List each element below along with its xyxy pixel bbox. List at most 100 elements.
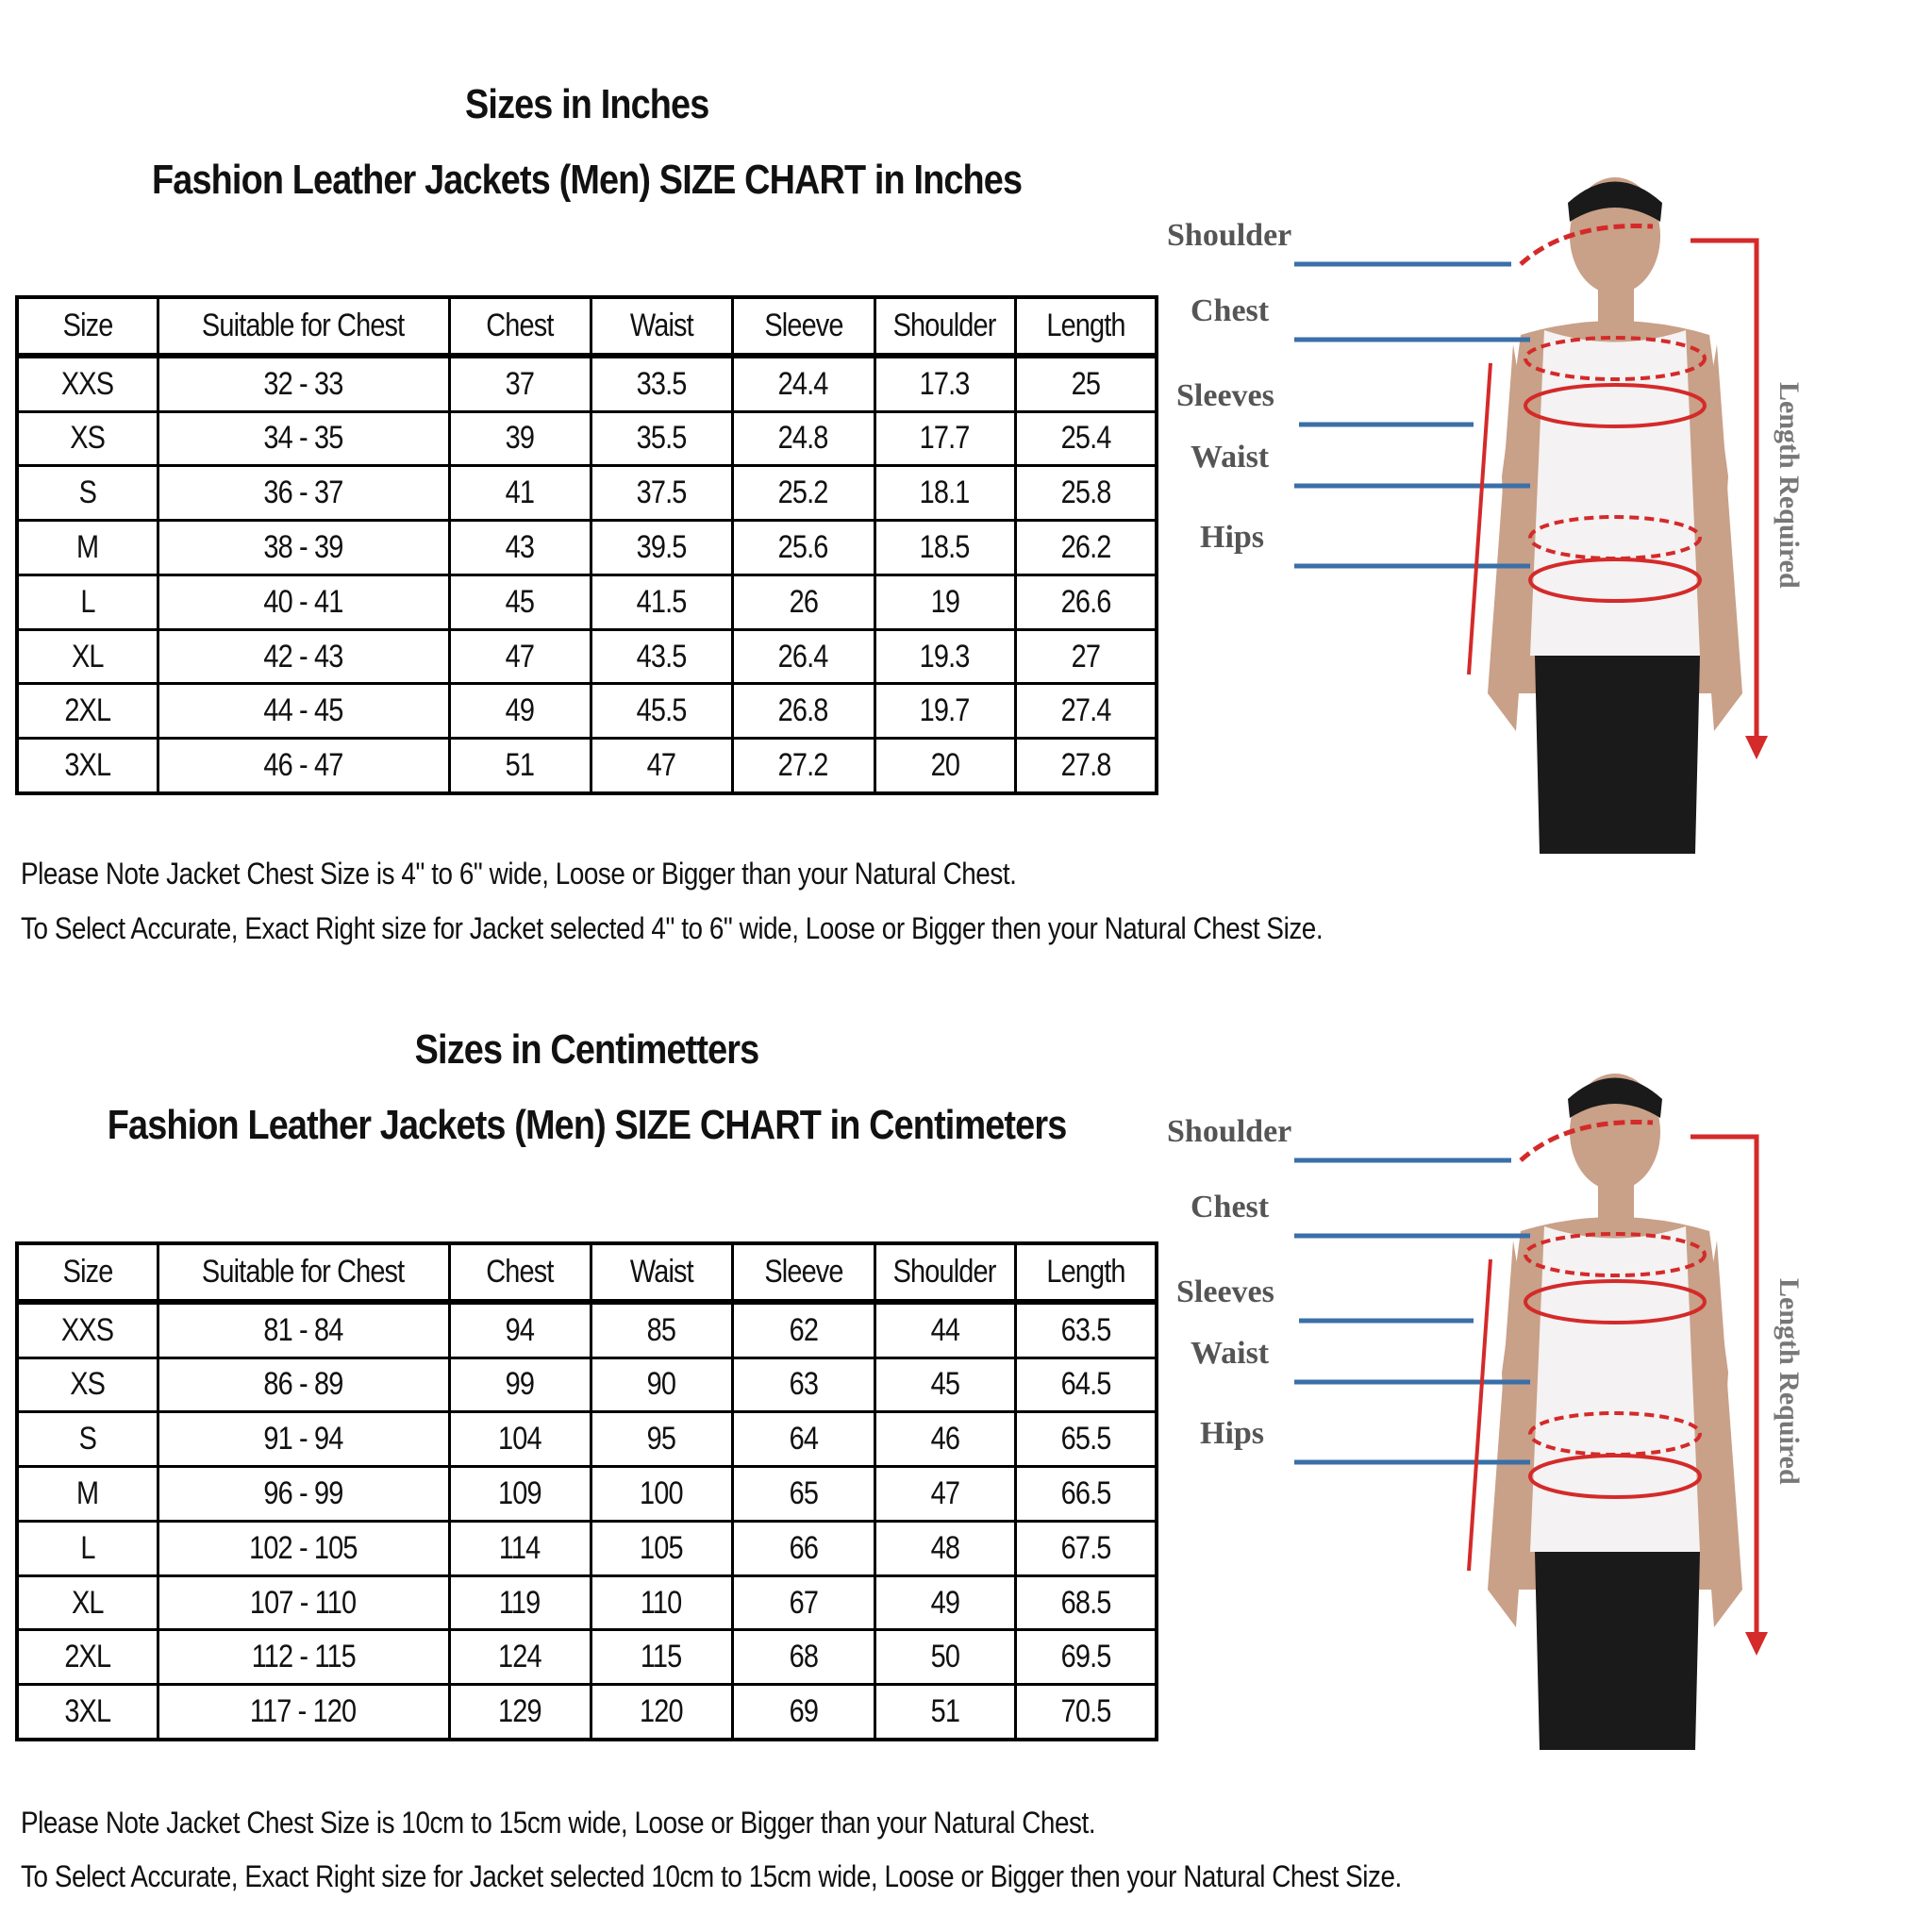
table-cell: 104 [447, 1410, 592, 1469]
sleeve-arrow [1467, 362, 1492, 675]
table-cell: 19.7 [873, 682, 1017, 741]
table-cell: 63.5 [1013, 1300, 1158, 1359]
length-arrow [1690, 238, 1759, 750]
table-cell: 25.6 [730, 519, 876, 576]
table-cell: 27.2 [730, 737, 876, 795]
table-cell: 117 - 120 [156, 1683, 451, 1741]
label-shoulder: Shoulder [1167, 1114, 1291, 1149]
label-hips: Hips [1200, 520, 1264, 555]
table-cell: 109 [447, 1465, 592, 1523]
table-cell: 49 [447, 682, 592, 741]
table-cell: S [15, 1410, 159, 1469]
column-header: Length [1013, 1241, 1158, 1305]
table-cell: 119 [447, 1574, 592, 1632]
label-waist: Waist [1191, 1336, 1270, 1371]
table-cell: 47 [589, 737, 734, 795]
column-header: Shoulder [873, 1241, 1017, 1305]
table-row: S 36 - 37 41 37.5 25.2 18.1 25.8 [15, 464, 1158, 523]
table-cell: 36 - 37 [156, 464, 451, 523]
table-cell: 49 [873, 1574, 1017, 1632]
label-waist: Waist [1191, 440, 1270, 475]
table-cell: 129 [447, 1683, 592, 1741]
table-cell: 25 [1013, 354, 1158, 413]
table-cell: 18.1 [873, 464, 1017, 523]
column-header: Sleeve [730, 295, 876, 358]
note-cm-2: To Select Accurate, Exact Right size for… [21, 1859, 1402, 1893]
table-row: XL 107 - 110 119 110 67 49 68.5 [15, 1574, 1158, 1632]
person-illustration [1488, 177, 1742, 854]
measure-loop [1524, 383, 1707, 428]
table-row: L 40 - 41 45 41.5 26 19 26.6 [15, 573, 1158, 631]
table-cell: 41.5 [589, 573, 734, 631]
table-cell: 45 [447, 573, 592, 631]
measure-loop [1528, 558, 1702, 603]
table-cell: S [15, 464, 159, 523]
table-row: XS 86 - 89 99 90 63 45 64.5 [15, 1356, 1158, 1414]
table-cell: 34 - 35 [156, 409, 451, 468]
table-cell: 20 [873, 737, 1017, 795]
table-cell: 3XL [15, 1683, 159, 1741]
table-cell: 46 [873, 1410, 1017, 1469]
table-cell: 64.5 [1013, 1356, 1158, 1414]
table-cell: 86 - 89 [156, 1356, 451, 1414]
table-cell: XXS [15, 1300, 159, 1359]
table-cell: 96 - 99 [156, 1465, 451, 1523]
table-cell: 90 [589, 1356, 734, 1414]
table-cell: 67 [730, 1574, 876, 1632]
table-row: 2XL 44 - 45 49 45.5 26.8 19.7 27.4 [15, 682, 1158, 741]
heading-centimeters: Sizes in Centimetters [415, 1026, 760, 1073]
table-cell: 40 - 41 [156, 573, 451, 631]
table-cell: 51 [447, 737, 592, 795]
table-cell: 24.8 [730, 409, 876, 468]
table-cell: 27.4 [1013, 682, 1158, 741]
table-cell: M [15, 1465, 159, 1523]
label-shoulder: Shoulder [1167, 218, 1291, 253]
table-cell: 25.8 [1013, 464, 1158, 523]
table-cell: 64 [730, 1410, 876, 1469]
measure-loop [1528, 1454, 1702, 1499]
measurement-figure-inches: Shoulder Chest Sleeves Waist Hips Length Requ… [1162, 165, 1841, 854]
table-cell: 48 [873, 1519, 1017, 1577]
table-cell: 2XL [15, 682, 159, 741]
person-illustration [1488, 1074, 1742, 1750]
label-sleeves: Sleeves [1176, 1274, 1274, 1309]
measurement-figure-svg: Shoulder Chest Sleeves Waist Hips Length Requ… [1167, 177, 1805, 854]
table-cell: 110 [589, 1574, 734, 1632]
table-cell: 26 [730, 573, 876, 631]
table-cell: 69.5 [1013, 1628, 1158, 1687]
shoulder-arrow [1519, 224, 1654, 266]
table-cell: 114 [447, 1519, 592, 1577]
column-header: Waist [589, 1241, 734, 1305]
table-cell: 43.5 [589, 627, 734, 686]
measure-loop [1524, 1232, 1707, 1277]
table-cell: 24.4 [730, 354, 876, 413]
table-cell: 66.5 [1013, 1465, 1158, 1523]
column-header: Length [1013, 295, 1158, 358]
length-required-label: Length Required [1774, 382, 1805, 589]
measurement-figure-centimeters: Shoulder Chest Sleeves Waist Hips Length Requ… [1162, 1047, 1841, 1764]
size-table-centimeters: Size Suitable for Chest Chest Waist Sleeve Sh… [15, 1241, 1158, 1741]
table-cell: XL [15, 627, 159, 686]
table-cell: L [15, 573, 159, 631]
column-header: Waist [589, 295, 734, 358]
table-cell: 63 [730, 1356, 876, 1414]
note-cm-1: Please Note Jacket Chest Size is 10cm to… [21, 1806, 1096, 1840]
label-hips: Hips [1200, 1416, 1264, 1451]
table-cell: 47 [873, 1465, 1017, 1523]
table-cell: 17.7 [873, 409, 1017, 468]
table-cell: 18.5 [873, 519, 1017, 576]
table-row: XL 42 - 43 47 43.5 26.4 19.3 27 [15, 627, 1158, 686]
arrow-head-icon [1745, 736, 1768, 759]
table-cell: 45.5 [589, 682, 734, 741]
table-cell: XXS [15, 354, 159, 413]
table-cell: 35.5 [589, 409, 734, 468]
table-cell: 94 [447, 1300, 592, 1359]
table-cell: 39.5 [589, 519, 734, 576]
table-cell: 2XL [15, 1628, 159, 1687]
table-cell: 38 - 39 [156, 519, 451, 576]
table-cell: 37 [447, 354, 592, 413]
length-required-label: Length Required [1774, 1278, 1805, 1485]
table-cell: 67.5 [1013, 1519, 1158, 1577]
table-cell: XS [15, 1356, 159, 1414]
table-cell: 32 - 33 [156, 354, 451, 413]
